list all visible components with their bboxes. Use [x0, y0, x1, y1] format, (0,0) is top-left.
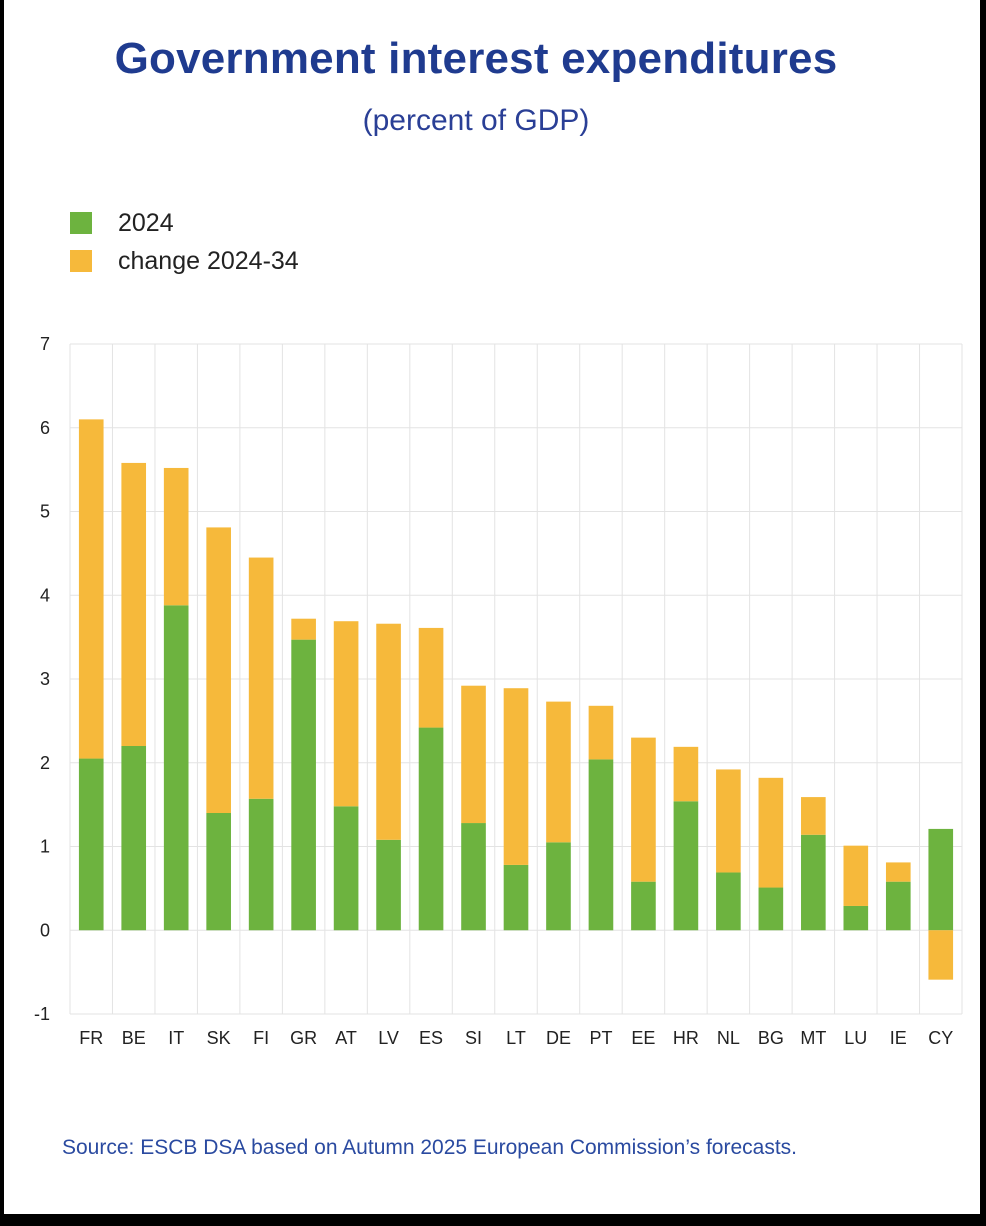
legend-label-2024: 2024	[118, 208, 174, 237]
bar-2024-es	[418, 727, 444, 931]
bar-2024-cy	[928, 828, 954, 931]
x-tick-label: LU	[844, 1028, 867, 1048]
x-tick-label: EE	[631, 1028, 655, 1048]
bar-2024-it	[163, 605, 189, 931]
x-tick-label: AT	[335, 1028, 357, 1048]
bar-2024-si	[461, 823, 486, 931]
bar-2024-hr	[673, 801, 699, 931]
bar-change-es	[418, 627, 444, 728]
bar-change-bg	[758, 777, 784, 888]
bar-change-nl	[716, 769, 741, 873]
bar-change-cy	[928, 930, 954, 980]
legend-item-change: change 2024-34	[70, 242, 299, 280]
bar-2024-lu	[843, 905, 869, 931]
legend-swatch-2024	[70, 212, 92, 234]
legend: 2024 change 2024-34	[70, 204, 299, 280]
x-tick-label: PT	[589, 1028, 612, 1048]
x-tick-label: SK	[207, 1028, 231, 1048]
x-tick-label: CY	[928, 1028, 953, 1048]
bar-2024-fr	[78, 758, 104, 931]
y-tick-label: 2	[40, 753, 50, 773]
bar-change-lt	[503, 688, 529, 865]
source-note: Source: ESCB DSA based on Autumn 2025 Eu…	[62, 1136, 798, 1159]
x-tick-label: HR	[673, 1028, 699, 1048]
x-tick-label: BE	[122, 1028, 146, 1048]
legend-item-2024: 2024	[70, 204, 299, 242]
bar-change-si	[461, 685, 486, 824]
bar-change-fi	[248, 557, 274, 799]
x-tick-label: IT	[168, 1028, 184, 1048]
bar-2024-bg	[758, 887, 784, 931]
y-tick-label: -1	[34, 1004, 50, 1024]
legend-label-change: change 2024-34	[118, 246, 299, 275]
bar-2024-be	[121, 746, 147, 931]
legend-swatch-change	[70, 250, 92, 272]
bar-2024-at	[333, 806, 359, 931]
x-tick-label: SI	[465, 1028, 482, 1048]
y-tick-label: 5	[40, 502, 50, 522]
x-tick-label: ES	[419, 1028, 443, 1048]
bar-2024-nl	[716, 872, 741, 931]
x-tick-label: FI	[253, 1028, 269, 1048]
bar-change-pt	[588, 705, 614, 760]
chart-panel: Government interest expenditures (percen…	[4, 0, 980, 1214]
bar-2024-de	[546, 842, 571, 931]
chart-subtitle: (percent of GDP)	[362, 104, 590, 137]
x-tick-label: BG	[758, 1028, 784, 1048]
x-tick-label: NL	[717, 1028, 740, 1048]
bar-change-mt	[801, 797, 826, 835]
bar-change-fr	[78, 419, 104, 759]
x-tick-label: DE	[546, 1028, 571, 1048]
x-tick-label: GR	[290, 1028, 317, 1048]
x-tick-label: LT	[506, 1028, 526, 1048]
bar-2024-lt	[503, 864, 529, 931]
bar-2024-ee	[631, 881, 656, 931]
bar-2024-mt	[801, 834, 826, 931]
y-tick-label: 6	[40, 418, 50, 438]
chart-title: Government interest expenditures	[114, 34, 838, 83]
bar-change-gr	[291, 618, 316, 640]
x-tick-label: MT	[800, 1028, 826, 1048]
bar-change-hr	[673, 746, 699, 802]
bar-change-at	[333, 621, 359, 807]
y-tick-label: 1	[40, 837, 50, 857]
bar-chart: -1 0 1 2 3 4 5 6 7 FR BE IT SK FI GR AT LV ES SI LT DE PT EE HR…	[34, 334, 963, 1048]
y-tick-label: 3	[40, 669, 50, 689]
bar-change-lu	[843, 845, 869, 906]
bar-change-de	[546, 701, 571, 843]
x-tick-label: FR	[79, 1028, 103, 1048]
x-tick-label: LV	[378, 1028, 399, 1048]
bar-change-ee	[631, 737, 656, 882]
bar-2024-fi	[248, 798, 274, 931]
bar-2024-sk	[206, 813, 231, 931]
bar-change-ie	[885, 862, 911, 882]
y-tick-label: 0	[40, 920, 50, 940]
bar-change-lv	[376, 623, 401, 840]
bar-change-it	[163, 467, 189, 606]
y-tick-label: 4	[40, 585, 50, 605]
bar-2024-pt	[588, 759, 614, 931]
bar-change-be	[121, 462, 147, 746]
bar-change-sk	[206, 527, 231, 813]
y-tick-label: 7	[40, 334, 50, 354]
bar-2024-gr	[291, 639, 316, 931]
bar-2024-lv	[376, 839, 401, 931]
bar-2024-ie	[885, 881, 911, 931]
x-tick-label: IE	[890, 1028, 907, 1048]
